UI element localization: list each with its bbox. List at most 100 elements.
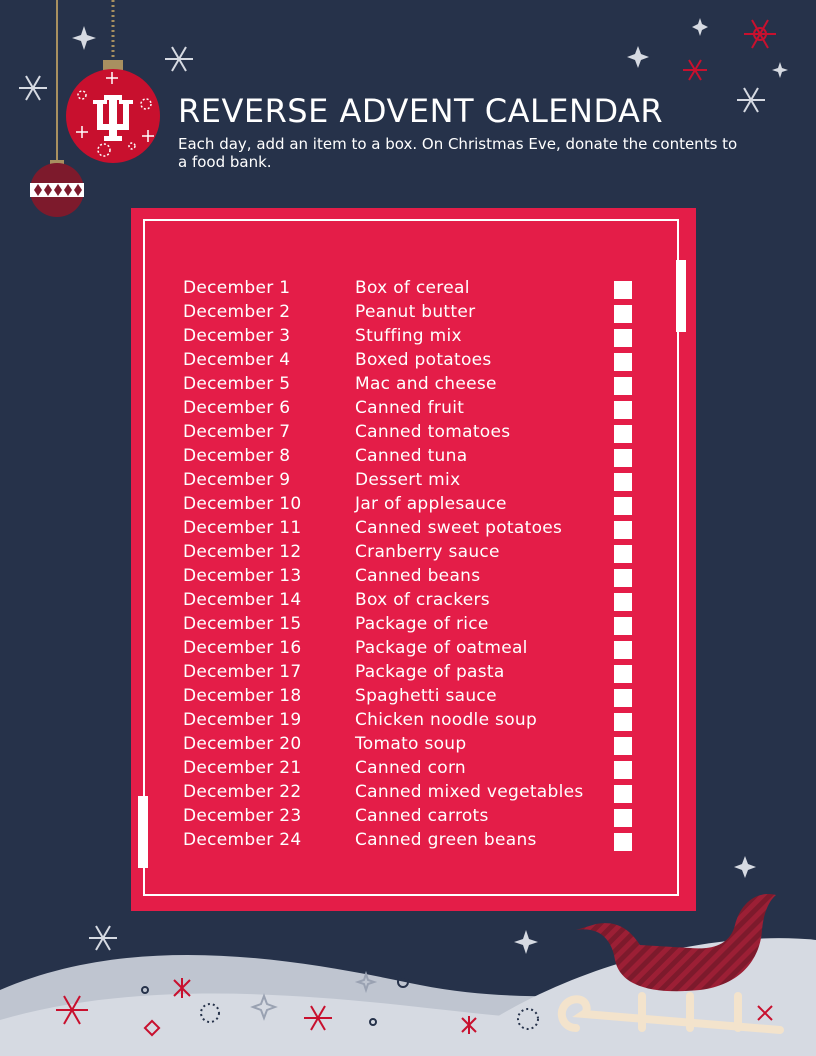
snowflake-icon	[19, 46, 765, 951]
calendar-item: Package of rice	[355, 614, 489, 634]
calendar-item: Canned green beans	[355, 830, 537, 850]
item-checkbox[interactable]	[614, 377, 632, 395]
item-checkbox[interactable]	[614, 617, 632, 635]
calendar-date: December 20	[183, 734, 302, 754]
iu-trident-logo	[93, 95, 133, 141]
calendar-row: December 16 Package of oatmeal	[183, 636, 643, 660]
calendar-item: Canned sweet potatoes	[355, 518, 563, 538]
sled-icon	[558, 894, 784, 1034]
calendar-item: Boxed potatoes	[355, 350, 492, 370]
calendar-date: December 15	[183, 614, 302, 634]
calendar-item: Package of oatmeal	[355, 638, 528, 658]
calendar-item: Peanut butter	[355, 302, 476, 322]
calendar-date: December 17	[183, 662, 302, 682]
calendar-item: Canned fruit	[355, 398, 465, 418]
calendar-date: December 19	[183, 710, 302, 730]
calendar-card	[131, 208, 696, 911]
calendar-row: December 4 Boxed potatoes	[183, 348, 643, 372]
item-checkbox[interactable]	[614, 305, 632, 323]
calendar-row: December 18 Spaghetti sauce	[183, 684, 643, 708]
item-checkbox[interactable]	[614, 425, 632, 443]
item-checkbox[interactable]	[614, 449, 632, 467]
calendar-item: Canned tuna	[355, 446, 468, 466]
calendar-date: December 22	[183, 782, 302, 802]
calendar-item: Box of crackers	[355, 590, 490, 610]
red-snowflake-icon	[683, 19, 776, 81]
item-checkbox[interactable]	[614, 545, 632, 563]
item-checkbox[interactable]	[614, 641, 632, 659]
calendar-row: December 21 Canned corn	[183, 756, 643, 780]
calendar-item: Package of pasta	[355, 662, 505, 682]
item-checkbox[interactable]	[614, 593, 632, 611]
calendar-row: December 12 Cranberry sauce	[183, 540, 643, 564]
item-checkbox[interactable]	[614, 329, 632, 347]
calendar-date: December 1	[183, 278, 291, 298]
calendar-row: December 9 Dessert mix	[183, 468, 643, 492]
item-checkbox[interactable]	[614, 281, 632, 299]
calendar-row: December 15 Package of rice	[183, 612, 643, 636]
item-checkbox[interactable]	[614, 497, 632, 515]
calendar-item: Stuffing mix	[355, 326, 462, 346]
item-checkbox[interactable]	[614, 737, 632, 755]
item-checkbox[interactable]	[614, 689, 632, 707]
calendar-date: December 7	[183, 422, 291, 442]
calendar-item: Box of cereal	[355, 278, 470, 298]
calendar-row: December 7 Canned tomatoes	[183, 420, 643, 444]
item-checkbox[interactable]	[614, 785, 632, 803]
calendar-date: December 16	[183, 638, 302, 658]
item-checkbox[interactable]	[614, 809, 632, 827]
calendar-date: December 6	[183, 398, 291, 418]
calendar-item: Jar of applesauce	[355, 494, 507, 514]
frame-tab-bottom	[138, 796, 148, 868]
item-checkbox[interactable]	[614, 353, 632, 371]
item-checkbox[interactable]	[614, 833, 632, 851]
calendar-frame	[143, 219, 679, 896]
calendar-item: Tomato soup	[355, 734, 467, 754]
item-checkbox[interactable]	[614, 473, 632, 491]
calendar-row: December 13 Canned beans	[183, 564, 643, 588]
calendar-date: December 5	[183, 374, 291, 394]
ground-sparkles	[56, 970, 773, 1037]
calendar-row: December 6 Canned fruit	[183, 396, 643, 420]
calendar-row: December 3 Stuffing mix	[183, 324, 643, 348]
small-ornament	[30, 160, 84, 217]
calendar-row: December 23 Canned carrots	[183, 804, 643, 828]
calendar-item: Spaghetti sauce	[355, 686, 497, 706]
calendar-row: December 22 Canned mixed vegetables	[183, 780, 643, 804]
calendar-row: December 24 Canned green beans	[183, 828, 643, 852]
calendar-row: December 14 Box of crackers	[183, 588, 643, 612]
calendar-date: December 18	[183, 686, 302, 706]
calendar-date: December 12	[183, 542, 302, 562]
calendar-date: December 9	[183, 470, 291, 490]
item-checkbox[interactable]	[614, 569, 632, 587]
logo-ornament	[66, 60, 160, 163]
calendar-date: December 23	[183, 806, 302, 826]
calendar-date: December 11	[183, 518, 302, 538]
item-checkbox[interactable]	[614, 713, 632, 731]
calendar-row: December 5 Mac and cheese	[183, 372, 643, 396]
calendar-row: December 19 Chicken noodle soup	[183, 708, 643, 732]
calendar-row: December 17 Package of pasta	[183, 660, 643, 684]
calendar-date: December 14	[183, 590, 302, 610]
calendar-row: December 20 Tomato soup	[183, 732, 643, 756]
calendar-item: Canned tomatoes	[355, 422, 511, 442]
item-checkbox[interactable]	[614, 521, 632, 539]
calendar-item: Canned carrots	[355, 806, 489, 826]
item-checkbox[interactable]	[614, 401, 632, 419]
calendar-row: December 10 Jar of applesauce	[183, 492, 643, 516]
calendar-item: Mac and cheese	[355, 374, 497, 394]
calendar-row: December 2 Peanut butter	[183, 300, 643, 324]
item-checkbox[interactable]	[614, 761, 632, 779]
calendar-date: December 8	[183, 446, 291, 466]
calendar-date: December 4	[183, 350, 291, 370]
calendar-date: December 2	[183, 302, 291, 322]
item-checkbox[interactable]	[614, 665, 632, 683]
calendar-item: Chicken noodle soup	[355, 710, 538, 730]
calendar-item: Canned corn	[355, 758, 467, 778]
calendar-list: December 1 Box of cereal December 2 Peanut …	[183, 276, 643, 852]
calendar-date: December 3	[183, 326, 291, 346]
sparkle-icon	[72, 18, 788, 954]
calendar-date: December 13	[183, 566, 302, 586]
